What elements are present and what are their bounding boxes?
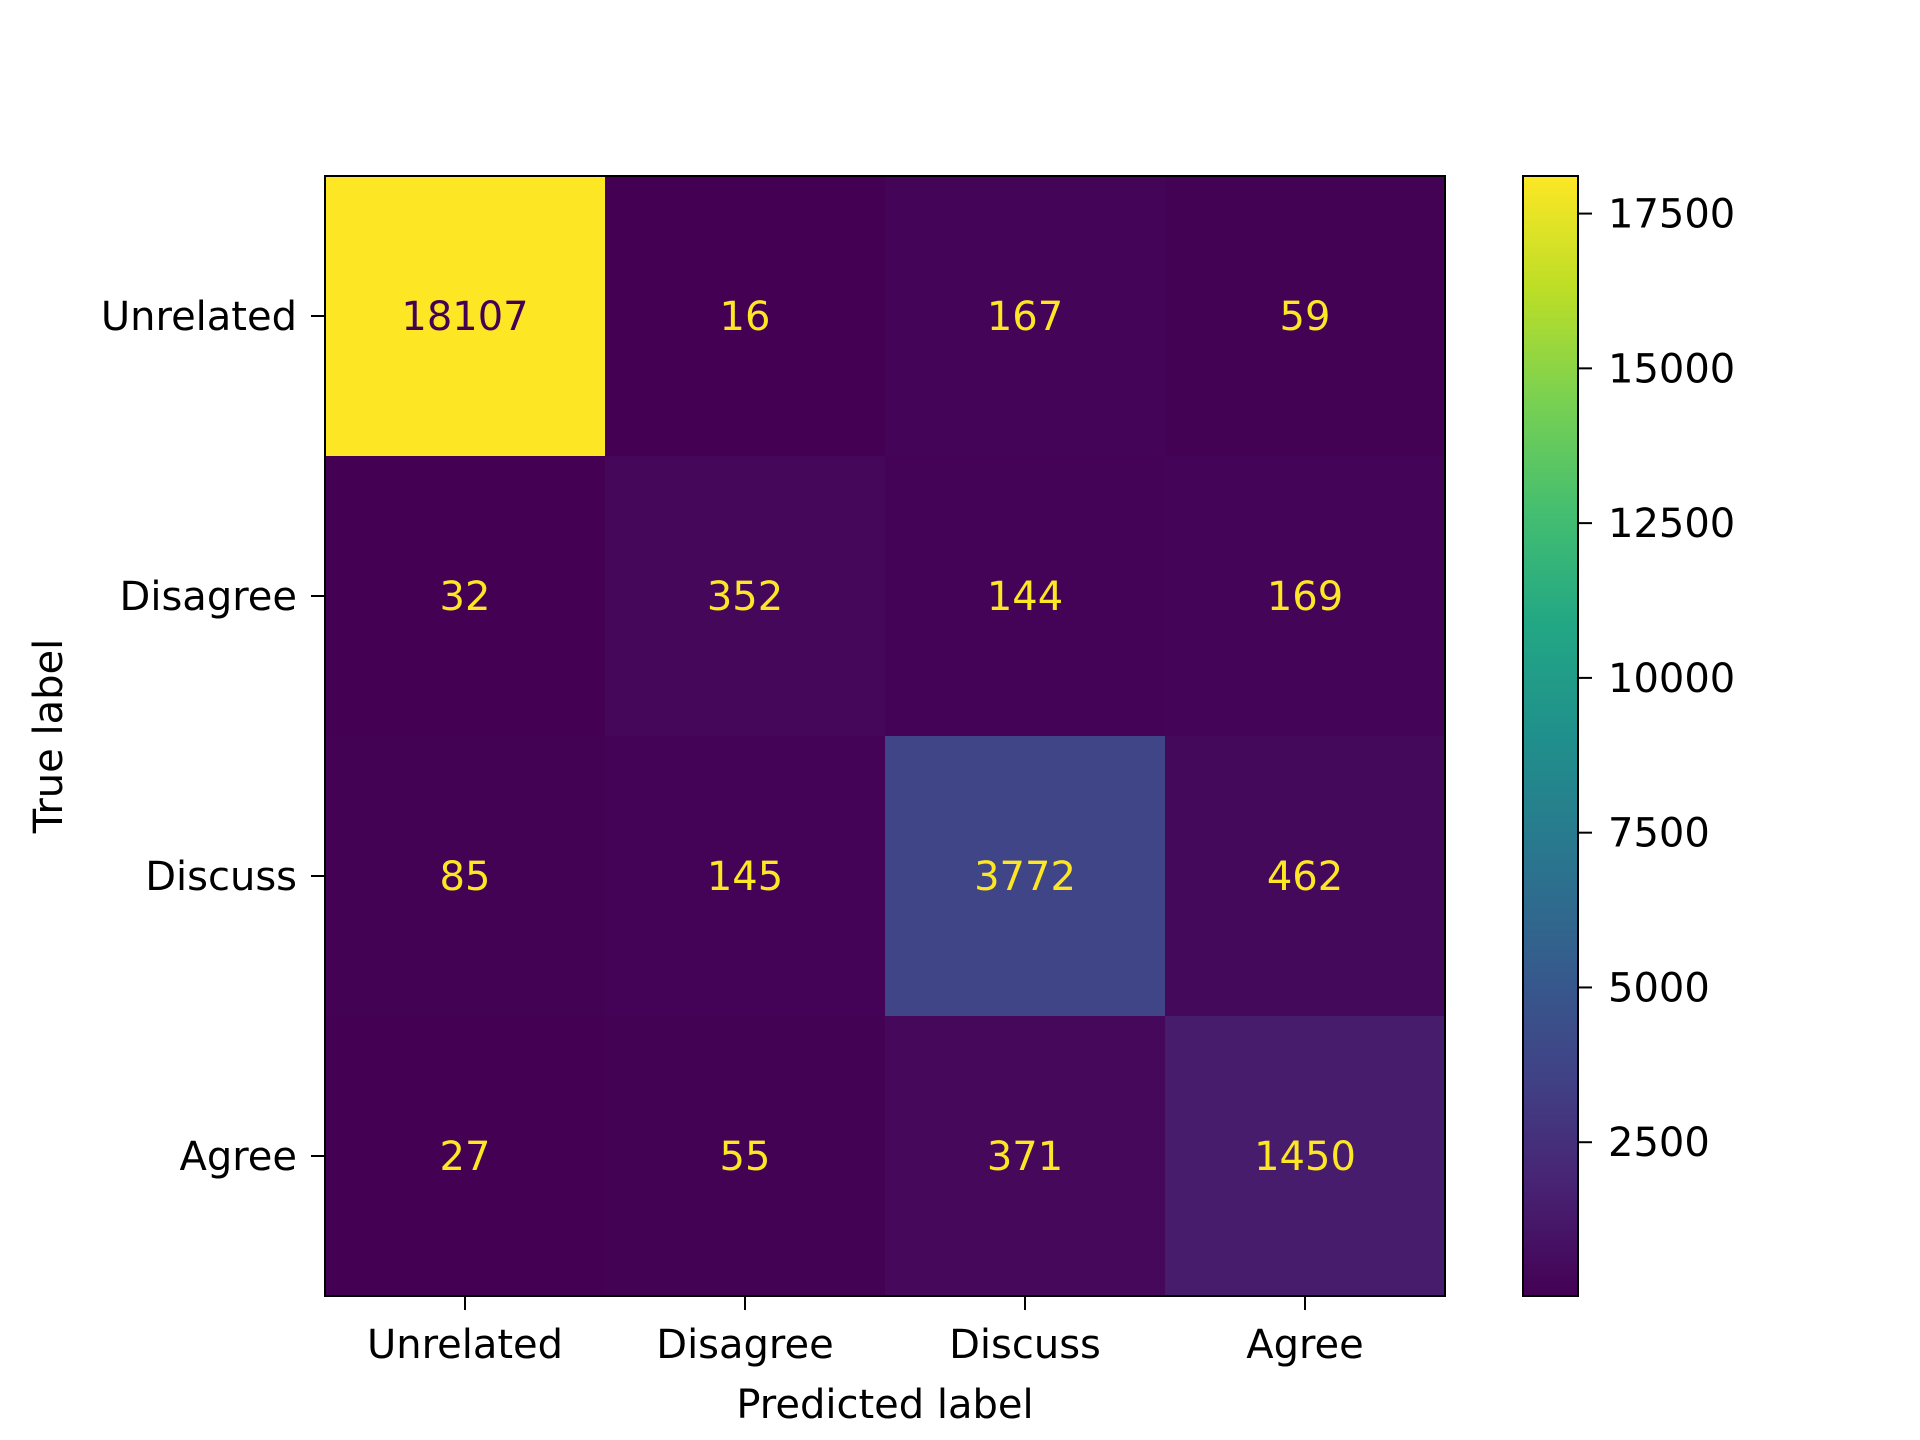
cell-value-label: 371	[987, 1134, 1063, 1180]
cell-value-label: 55	[720, 1134, 771, 1180]
heatmap-cell	[1165, 1016, 1446, 1297]
heatmap-cell	[1165, 736, 1446, 1017]
heatmap-cell	[885, 1016, 1166, 1297]
cell-value-label: 145	[707, 854, 783, 900]
y-tick-label: Disagree	[120, 574, 297, 620]
y-axis-title: True label	[26, 639, 72, 834]
x-axis-ticks: Unrelated Disagree Discuss Agree	[367, 1296, 1364, 1368]
cell-value-label: 167	[987, 294, 1063, 340]
cell-value-label: 3772	[974, 854, 1076, 900]
heatmap-cell	[605, 736, 886, 1017]
heatmap-cell	[325, 176, 606, 457]
colorbar-tick-label: 5000	[1608, 965, 1710, 1011]
heatmap-cell	[325, 456, 606, 737]
heatmap-cell	[605, 1016, 886, 1297]
heatmap-cells	[325, 176, 1446, 1297]
colorbar-ticks: 2500 5000 7500 10000 12500 15000 17500	[1578, 192, 1735, 1166]
y-axis-ticks: Unrelated Disagree Discuss Agree	[101, 294, 325, 1180]
cell-value-label: 462	[1267, 854, 1343, 900]
colorbar-tick-label: 15000	[1608, 346, 1735, 392]
cell-value-label: 16	[720, 294, 771, 340]
heatmap-cell	[885, 176, 1166, 457]
heatmap-cell	[605, 176, 886, 457]
heatmap-cell	[1165, 456, 1446, 737]
heatmap-cell	[1165, 176, 1446, 457]
cell-value-label: 32	[440, 574, 491, 620]
colorbar-tick-label: 10000	[1608, 656, 1735, 702]
heatmap-cell	[885, 456, 1166, 737]
y-tick-label: Unrelated	[101, 294, 297, 340]
colorbar-tick-label: 12500	[1608, 501, 1735, 547]
cell-value-label: 18107	[401, 294, 528, 340]
cell-value-labels: 18107 16 167 59 32 352 144 169 85 145 3772 462 27 55 3…	[401, 294, 1356, 1180]
colorbar-tick-label: 7500	[1608, 811, 1710, 857]
cell-value-label: 352	[707, 574, 783, 620]
heatmap-cell	[605, 456, 886, 737]
cell-value-label: 144	[987, 574, 1063, 620]
plot-frame	[324, 175, 1446, 1297]
x-tick-label: Disagree	[656, 1322, 833, 1368]
x-tick-label: Agree	[1246, 1322, 1364, 1368]
colorbar-tick-label: 2500	[1608, 1120, 1710, 1166]
cell-value-label: 27	[440, 1134, 491, 1180]
y-tick-label: Agree	[179, 1134, 297, 1180]
cell-value-label: 85	[440, 854, 491, 900]
x-axis-title: Predicted label	[736, 1382, 1033, 1428]
cell-value-label: 1450	[1254, 1134, 1356, 1180]
x-tick-label: Discuss	[949, 1322, 1101, 1368]
colorbar-frame	[1522, 175, 1579, 1297]
cell-value-label: 169	[1267, 574, 1343, 620]
heatmap-cell	[325, 736, 606, 1017]
colorbar-tick-label: 17500	[1608, 192, 1735, 238]
y-tick-label: Discuss	[145, 854, 297, 900]
heatmap-cell	[325, 1016, 606, 1297]
colorbar	[1523, 176, 1578, 1296]
heatmap-cell	[885, 736, 1166, 1017]
cell-value-label: 59	[1280, 294, 1331, 340]
x-tick-label: Unrelated	[367, 1322, 563, 1368]
